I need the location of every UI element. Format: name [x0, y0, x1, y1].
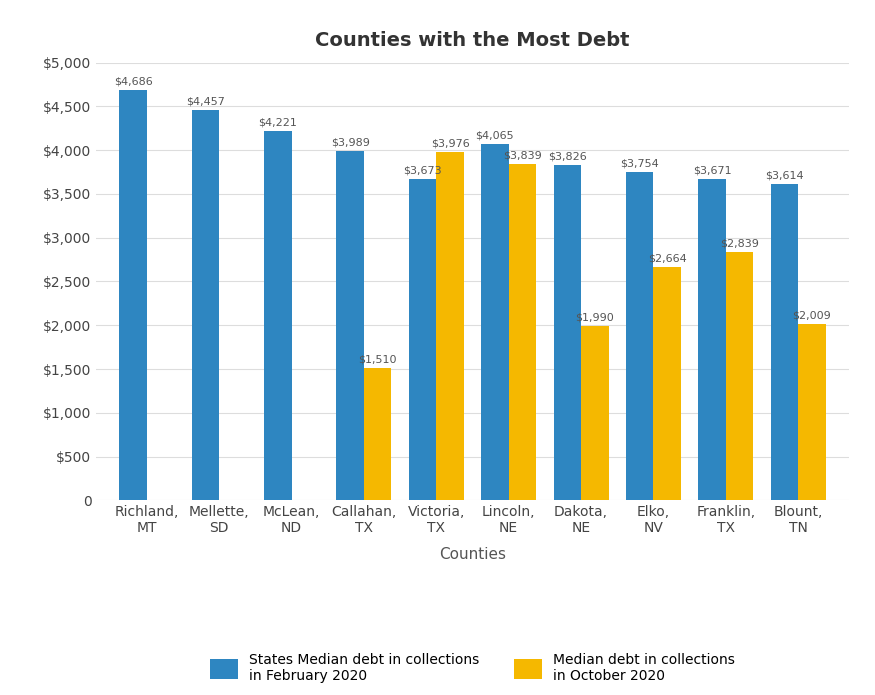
Bar — [409, 179, 437, 500]
Title: Counties with the Most Debt: Counties with the Most Debt — [315, 31, 630, 50]
Bar — [554, 165, 581, 500]
Text: $1,510: $1,510 — [359, 354, 397, 365]
Text: $3,671: $3,671 — [693, 165, 731, 175]
Text: $4,065: $4,065 — [476, 131, 514, 141]
Text: $1,990: $1,990 — [576, 313, 614, 322]
Bar — [725, 252, 753, 500]
Bar — [508, 164, 536, 500]
Bar — [481, 145, 508, 500]
Bar — [119, 90, 147, 500]
Text: $3,839: $3,839 — [503, 151, 542, 161]
Text: $4,221: $4,221 — [258, 117, 298, 127]
Text: $2,009: $2,009 — [793, 311, 831, 321]
Legend: States Median debt in collections
in February 2020, Median debt in collections
i: States Median debt in collections in Feb… — [205, 648, 740, 689]
Text: $4,686: $4,686 — [114, 76, 152, 87]
Text: $3,754: $3,754 — [620, 158, 659, 168]
Text: $3,826: $3,826 — [548, 152, 586, 162]
Bar — [654, 267, 681, 500]
Text: $3,989: $3,989 — [331, 138, 369, 147]
Text: $3,976: $3,976 — [430, 139, 470, 149]
Text: $3,673: $3,673 — [403, 165, 442, 175]
Text: $2,839: $2,839 — [720, 238, 759, 248]
Bar — [798, 325, 826, 500]
Text: $4,457: $4,457 — [186, 97, 225, 106]
Bar — [771, 184, 798, 500]
Bar — [626, 172, 654, 500]
Bar — [581, 326, 608, 500]
Bar — [437, 152, 464, 500]
Text: $3,614: $3,614 — [765, 170, 803, 181]
Bar — [192, 110, 220, 500]
Bar — [337, 151, 364, 500]
Text: $2,664: $2,664 — [648, 254, 687, 263]
Bar — [698, 179, 725, 500]
X-axis label: Counties: Counties — [439, 546, 506, 562]
Bar — [264, 131, 291, 500]
Bar — [364, 368, 391, 500]
